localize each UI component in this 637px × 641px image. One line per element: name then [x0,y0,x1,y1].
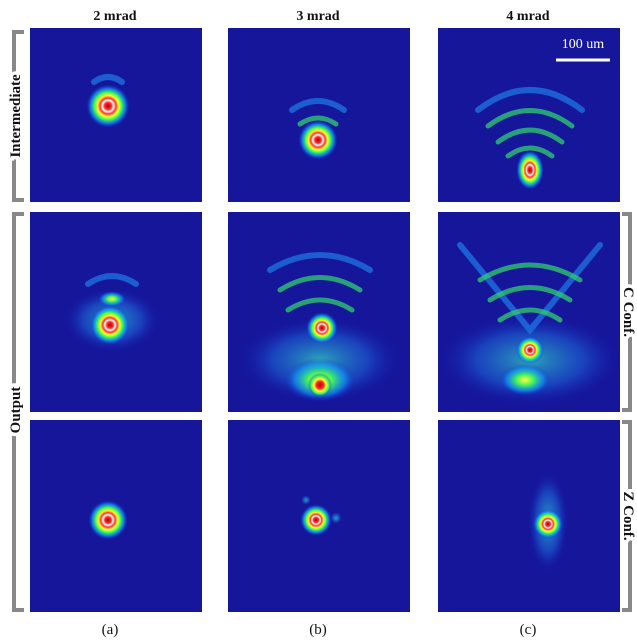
row-label: Intermediate [8,74,24,158]
column-header: 3 mrad [296,9,339,24]
panel [228,28,410,202]
column-caption: (c) [520,622,537,638]
beam-pattern [86,77,130,128]
row-label: Output [8,387,24,434]
column-caption: (b) [309,622,327,638]
column-header: 4 mrad [506,9,549,24]
column-caption: (a) [102,622,119,638]
row-label: C Conf. [620,287,636,337]
beam-pattern [88,500,128,540]
figure: 2 mrad 3 mrad 4 mrad [0,0,637,641]
column-header: 2 mrad [93,9,136,24]
scale-bar-label: 100 um [562,37,605,52]
beam-pattern [528,472,568,572]
row-label: Z Conf. [620,491,636,540]
